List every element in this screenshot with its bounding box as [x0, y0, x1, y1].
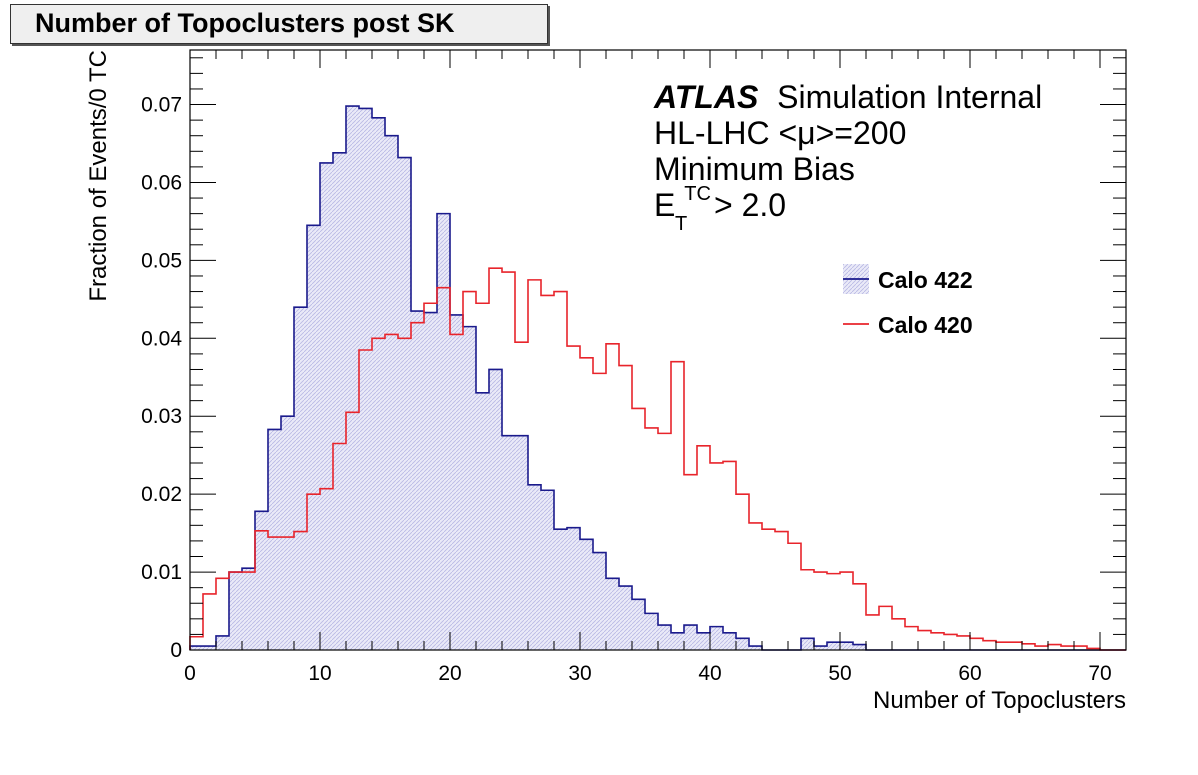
y-tick-label: 0.04: [141, 327, 182, 350]
info-line-4-sup: TC: [684, 183, 711, 205]
x-tick-label: 70: [1088, 662, 1111, 685]
x-tick-label: 20: [438, 662, 461, 685]
y-tick-label: 0.03: [141, 405, 182, 428]
ticks-layer: 0 10 20 30 40 50 60 70 0 0.01 0.02 0.03 0.04 0.05 0.06…: [141, 50, 1127, 685]
info-line-4-rest: > 2.0: [714, 187, 786, 223]
chart-title: Number of Topoclusters post SK: [35, 8, 455, 38]
svg-text:ATLAS Simulation Interna: ATLAS Simulation Internal: [653, 79, 1042, 115]
y-tick-label: 0: [170, 639, 182, 662]
x-tick-label: 40: [698, 662, 721, 685]
atlas-info-block: ATLAS Simulation Internal HL-LHC <μ>=200…: [653, 79, 1042, 237]
y-tick-label: 0.07: [141, 94, 182, 117]
chart-title-box: Number of Topoclusters post SK: [10, 4, 548, 44]
info-line-4-base: E: [654, 187, 675, 223]
y-tick-label: 0.06: [141, 171, 182, 194]
x-tick-label: 30: [568, 662, 591, 685]
info-line-2: HL-LHC <μ>=200: [654, 115, 906, 151]
x-axis-title: Number of Topoclusters: [873, 687, 1126, 714]
legend: Calo 422 Calo 420: [843, 264, 973, 338]
series-line-calo-420: [189, 267, 1126, 651]
info-line-4: E TC T > 2.0: [654, 171, 786, 237]
info-line-4-sub: T: [675, 213, 687, 235]
y-tick-label: 0.01: [141, 561, 182, 584]
legend-label-calo-420: Calo 420: [878, 312, 973, 338]
y-tick-label: 0.05: [141, 249, 182, 272]
legend-label-calo-422: Calo 422: [878, 267, 973, 293]
atlas-suffix: Simulation Internal: [777, 79, 1042, 115]
x-tick-label: 0: [184, 662, 196, 685]
x-tick-label: 10: [308, 662, 331, 685]
y-tick-label: 0.02: [141, 483, 182, 506]
x-tick-label: 50: [828, 662, 851, 685]
atlas-label: ATLAS: [653, 79, 759, 115]
info-line-3: Minimum Bias: [654, 151, 855, 187]
x-tick-label: 60: [958, 662, 981, 685]
series-fill-calo-422: [190, 106, 1126, 651]
y-axis-title: Fraction of Events/0 TC: [85, 50, 112, 302]
